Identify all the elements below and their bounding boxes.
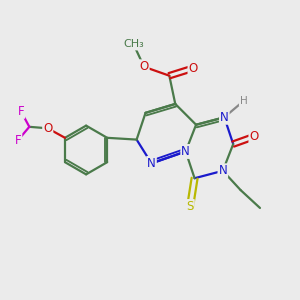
Text: N: N [220,111,229,124]
Text: N: N [181,145,190,158]
Text: O: O [188,62,198,75]
Text: O: O [140,60,149,73]
Text: S: S [186,200,194,213]
Text: F: F [15,134,21,147]
Text: F: F [18,105,24,118]
Text: O: O [43,122,52,135]
Text: O: O [249,130,259,143]
Text: N: N [218,164,227,177]
Text: N: N [147,157,156,170]
Text: CH₃: CH₃ [123,40,144,50]
Text: H: H [240,96,248,106]
